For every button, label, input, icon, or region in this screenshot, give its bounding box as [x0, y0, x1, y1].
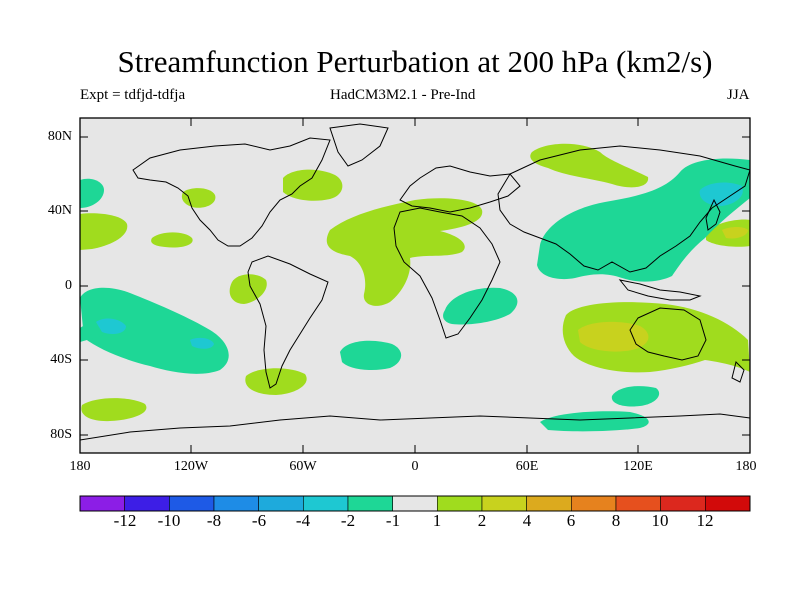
coast-south-america — [247, 255, 329, 389]
lon-label-180e: 180 — [735, 459, 757, 474]
colorbar-swatch — [705, 495, 751, 512]
lon-label-60w: 60W — [289, 459, 317, 474]
season-label: JJA — [727, 87, 750, 103]
colorbar-label: -8 — [206, 511, 222, 530]
contour-negative-dateline-north — [80, 178, 104, 208]
colorbar-label: -4 — [295, 511, 311, 530]
contour-positive-australia — [562, 302, 750, 373]
coast-japan — [705, 198, 721, 231]
contour-negative-southern-ocean-2 — [611, 386, 660, 407]
contour-positive-south-pacific — [81, 398, 147, 422]
colorbar-label: 12 — [696, 511, 714, 530]
colorbar-swatch — [392, 495, 438, 512]
colorbar-swatch — [258, 495, 304, 512]
contour-positive-atlantic-africa — [326, 198, 483, 306]
contour-negative-southern-ocean — [540, 411, 649, 432]
lat-label-40s: 40S — [50, 352, 72, 367]
lon-label-60e: 60E — [515, 459, 539, 474]
contour-positive-australia-core — [578, 321, 649, 352]
coast-indonesia — [618, 279, 702, 301]
colorbar-frame — [79, 495, 751, 512]
colorbar-swatch — [481, 495, 527, 512]
colorbar-label: -1 — [385, 511, 401, 530]
contour-positive-north-atlantic — [283, 169, 343, 201]
coast-greenland — [329, 123, 389, 167]
colorbar-label: -6 — [251, 511, 267, 530]
contour-negative-pacific-core — [96, 318, 126, 334]
colorbar-swatch — [437, 495, 483, 512]
colorbar-swatch — [347, 495, 393, 512]
colorbar-swatch — [213, 495, 259, 512]
colorbar-swatch — [526, 495, 572, 512]
coastlines — [80, 123, 750, 441]
lat-label-80n: 80N — [47, 129, 72, 144]
colorbar-label: -2 — [340, 511, 356, 530]
contour-positive-pacific-core — [722, 227, 748, 239]
lat-label-40n: 40N — [47, 203, 72, 218]
contour-positive-south-america — [229, 274, 267, 304]
coast-europe — [399, 165, 521, 213]
contour-negative-japan-core — [699, 182, 743, 206]
coast-north-america — [132, 137, 331, 247]
colorbar-label: 1 — [432, 511, 442, 530]
colorbar-label: 8 — [611, 511, 621, 530]
coast-australia — [629, 307, 707, 361]
model-label: HadCM3M2.1 - Pre-Ind — [330, 87, 476, 103]
contour-fills — [80, 143, 750, 432]
contour-negative-southern-africa — [443, 287, 518, 325]
colorbar-label: 4 — [522, 511, 532, 530]
experiment-label: Expt = tdfjd-tdfja — [80, 87, 186, 103]
contour-positive-dateline-north — [80, 213, 128, 250]
colorbar-label: -12 — [113, 511, 137, 530]
coast-new-zealand — [731, 361, 745, 383]
colorbar-label: 10 — [651, 511, 669, 530]
coast-africa — [393, 207, 501, 339]
contour-positive-southern-south-america — [245, 368, 307, 395]
lon-label-120w: 120W — [173, 459, 209, 474]
colorbar-label: -10 — [157, 511, 181, 530]
colorbar — [79, 495, 751, 512]
colorbar-swatch — [615, 495, 661, 512]
lon-label-180w: 180 — [69, 459, 91, 474]
plot-title: Streamfunction Perturbation at 200 hPa (… — [117, 44, 713, 79]
contour-negative-asia — [537, 158, 750, 282]
coast-asia — [497, 145, 750, 273]
lon-label-120e: 120E — [623, 459, 653, 474]
contour-negative-pacific-core-2 — [190, 337, 214, 349]
contour-negative-south-atlantic — [340, 340, 402, 370]
contour-positive-mid-pacific — [151, 232, 193, 248]
colorbar-swatch — [571, 495, 617, 512]
colorbar-swatch — [169, 495, 215, 512]
axis-ticks — [80, 118, 750, 453]
contour-negative-central-pacific — [80, 287, 229, 374]
colorbar-label: 6 — [566, 511, 576, 530]
lat-label-0: 0 — [65, 278, 72, 293]
colorbar-swatch — [124, 495, 170, 512]
lat-label-80s: 80S — [50, 427, 72, 442]
colorbar-swatch — [303, 495, 349, 512]
colorbar-swatch — [660, 495, 706, 512]
colorbar-label: 2 — [477, 511, 487, 530]
coast-antarctica — [80, 413, 750, 441]
lon-label-0: 0 — [411, 459, 419, 474]
colorbar-swatch — [79, 495, 125, 512]
